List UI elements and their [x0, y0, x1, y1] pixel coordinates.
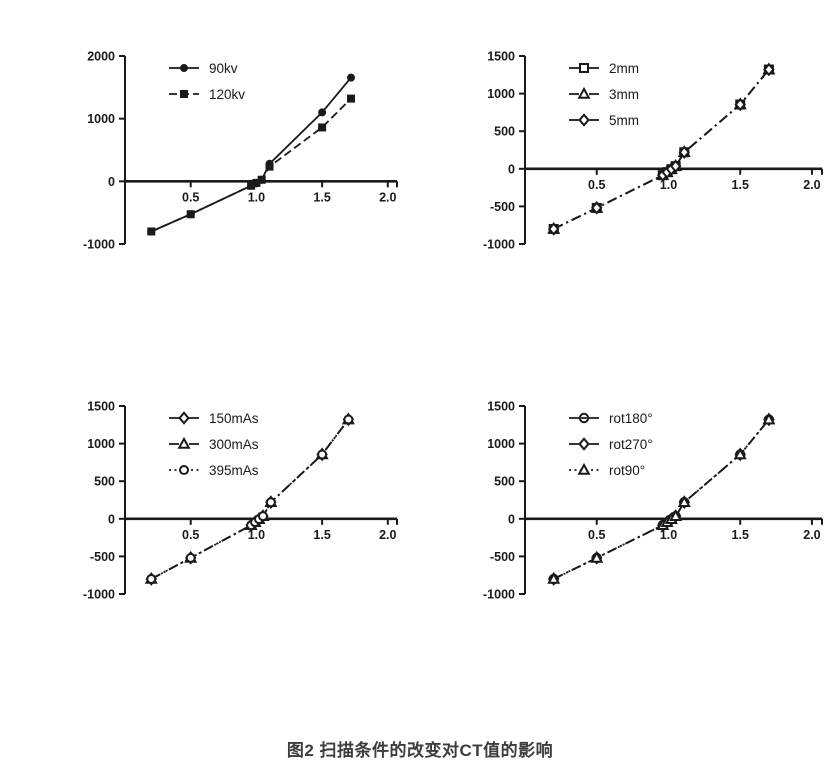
y-tick-label: -500 [490, 200, 515, 214]
y-tick-label: 500 [94, 475, 115, 489]
legend-label: 120kv [209, 87, 245, 102]
legend-label: 300mAs [209, 437, 259, 452]
series-120kv [147, 94, 356, 236]
y-tick-label: 1500 [87, 400, 115, 414]
y-tick-label: 0 [108, 512, 115, 526]
tube-voltage-chart-svg: 2000 1000 0 -1000 0.5 1.0 1.5 2.0 90kv 120kv [83, 50, 398, 252]
y-tick-label: 500 [494, 475, 515, 489]
chart-tube-current: 1500 1000 500 0 -500 -1000 0.5 1.0 1.5 2.0 150mAs 3… [55, 388, 415, 626]
y-axis: 1500 1000 500 0 -500 -1000 [483, 400, 526, 602]
chart-tube-voltage: 2000 1000 0 -1000 0.5 1.0 1.5 2.0 90kv 120kv [55, 38, 415, 276]
x-tick-label: 1.0 [660, 528, 677, 542]
y-tick-label: 1000 [487, 87, 515, 101]
x-tick-label: 2.0 [379, 528, 396, 542]
y-tick-label: -1000 [483, 588, 515, 602]
y-axis: 2000 1000 0 -1000 [83, 50, 126, 252]
chart-slice-thickness: 1500 1000 500 0 -500 -1000 0.5 1.0 1.5 2.0 2mm 3mm 5… [455, 38, 840, 276]
y-tick-label: 0 [108, 175, 115, 189]
chart-rotation: 1500 1000 500 0 -500 -1000 0.5 1.0 1.5 2.0 rot180°… [455, 388, 840, 626]
legend: 2mm 3mm 5mm [569, 61, 639, 128]
legend-label: 5mm [609, 113, 639, 128]
legend: 90kv 120kv [169, 61, 245, 102]
y-tick-label: 1000 [87, 112, 115, 126]
y-tick-label: -1000 [83, 238, 115, 252]
y-tick-label: 1500 [487, 50, 515, 64]
legend-label: 395mAs [209, 463, 259, 478]
y-tick-label: 0 [508, 512, 515, 526]
figure-caption: 图2 扫描条件的改变对CT值的影响 [286, 741, 554, 760]
tube-current-chart-svg: 1500 1000 500 0 -500 -1000 0.5 1.0 1.5 2.0 150mAs 3… [83, 400, 398, 602]
x-tick-label: 0.5 [182, 190, 199, 204]
legend-label: rot90° [609, 463, 645, 478]
y-tick-label: 1000 [87, 437, 115, 451]
legend-label: 150mAs [209, 411, 259, 426]
x-tick-label: 0.5 [182, 528, 199, 542]
rotation-chart-svg: 1500 1000 500 0 -500 -1000 0.5 1.0 1.5 2.0 rot180°… [483, 400, 823, 602]
x-tick-label: 2.0 [803, 528, 820, 542]
legend-label: 90kv [209, 61, 238, 76]
legend-label: 2mm [609, 61, 639, 76]
x-axis: 0.5 1.0 1.5 2.0 [125, 180, 398, 204]
x-tick-label: 1.5 [732, 178, 749, 192]
slice-thickness-chart-svg: 1500 1000 500 0 -500 -1000 0.5 1.0 1.5 2.0 2mm 3mm 5… [483, 50, 823, 252]
legend: rot180° rot270° rot90° [569, 411, 653, 478]
y-tick-label: 1500 [487, 400, 515, 414]
y-tick-label: 1000 [487, 437, 515, 451]
y-axis: 1500 1000 500 0 -500 -1000 [83, 400, 126, 602]
y-tick-label: 0 [508, 162, 515, 176]
y-tick-label: 2000 [87, 50, 115, 64]
series-5mm [547, 62, 775, 236]
x-tick-label: 1.0 [248, 528, 265, 542]
x-tick-label: 2.0 [803, 178, 820, 192]
x-tick-label: 1.5 [313, 528, 330, 542]
legend-label: rot270° [609, 437, 653, 452]
series-395mAs [146, 414, 354, 584]
x-tick-label: 1.5 [732, 528, 749, 542]
y-axis: 1500 1000 500 0 -500 -1000 [483, 50, 526, 252]
series-90kv [147, 73, 356, 236]
x-tick-label: 1.0 [248, 190, 265, 204]
legend-label: 3mm [609, 87, 639, 102]
y-tick-label: -1000 [83, 588, 115, 602]
y-tick-label: -500 [490, 550, 515, 564]
legend: 150mAs 300mAs 395mAs [169, 411, 259, 478]
legend-label: rot180° [609, 411, 653, 426]
y-tick-label: -1000 [483, 238, 515, 252]
x-tick-label: 1.5 [313, 190, 330, 204]
x-tick-label: 1.0 [660, 178, 677, 192]
series-rot90° [547, 412, 776, 584]
x-tick-label: 2.0 [379, 190, 396, 204]
y-tick-label: -500 [90, 550, 115, 564]
x-tick-label: 0.5 [588, 528, 605, 542]
y-tick-label: 500 [494, 125, 515, 139]
x-tick-label: 0.5 [588, 178, 605, 192]
